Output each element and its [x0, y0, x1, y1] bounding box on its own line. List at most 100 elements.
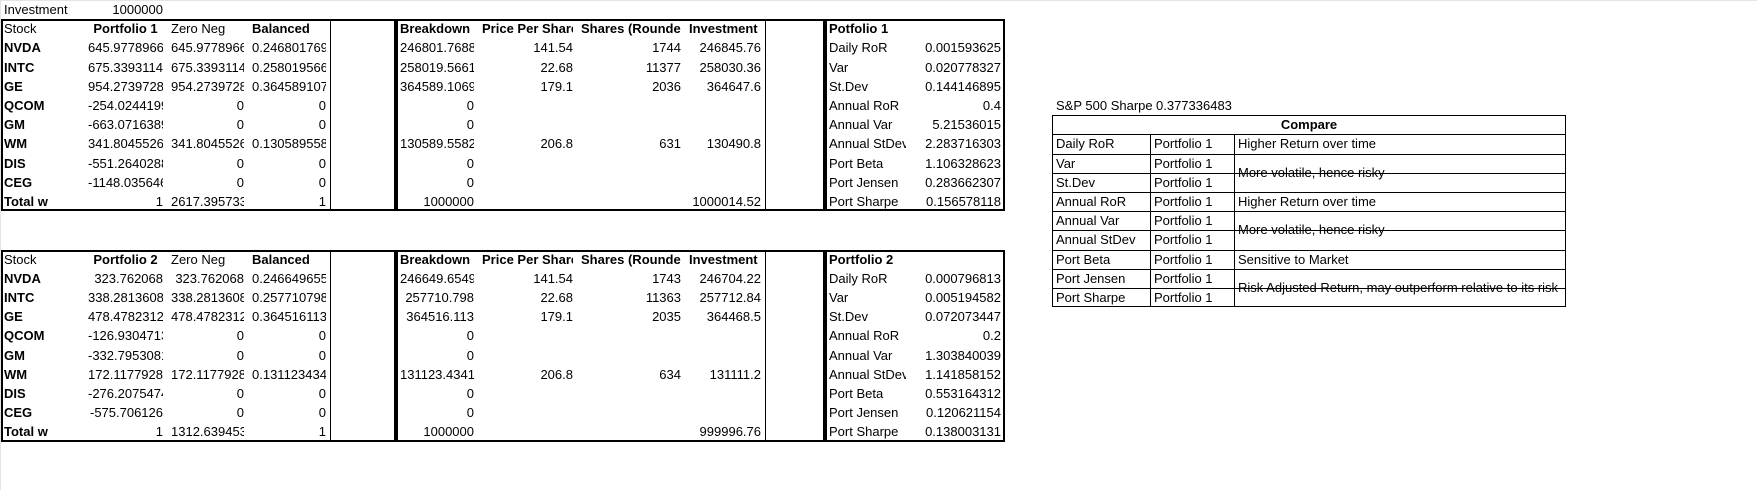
zero-neg-value[interactable]: 954.2739728 [171, 78, 244, 94]
stock-ticker[interactable]: WM [4, 366, 28, 382]
portfolio-weight[interactable]: 341.8045526 [88, 136, 163, 152]
compare-metric[interactable]: Port Jensen [1056, 270, 1126, 286]
investment-value[interactable]: 246704.22 [699, 270, 761, 286]
breakdown-value[interactable]: 258019.5661 [400, 59, 474, 75]
stat-label[interactable]: Port Beta [829, 155, 884, 171]
portfolio-weight[interactable]: 1 [155, 424, 163, 440]
balanced-weight[interactable]: 0 [318, 386, 326, 401]
header-breakdown[interactable]: Breakdown [400, 251, 471, 267]
price-per-share[interactable] [482, 384, 573, 404]
shares-rounded[interactable]: 2036 [652, 78, 681, 94]
investment-value[interactable]: 364647.6 [706, 78, 761, 94]
header-shares-rounded[interactable]: Shares (Rounded) [581, 21, 681, 37]
price-per-share[interactable]: 179.1 [540, 309, 573, 325]
portfolio-weight[interactable]: -254.0244199 [88, 98, 163, 113]
stock-ticker[interactable]: QCOM [4, 328, 45, 344]
compare-winner[interactable]: Portfolio 1 [1154, 194, 1213, 209]
balanced-weight[interactable]: 0 [318, 117, 326, 133]
zero-neg-value[interactable]: 0 [236, 174, 244, 190]
price-per-share[interactable] [482, 192, 573, 212]
header-portfolio[interactable]: Portfolio 2 [93, 251, 158, 267]
investment-value[interactable] [689, 326, 761, 346]
stock-ticker[interactable]: DIS [4, 386, 26, 401]
stock-ticker[interactable]: Total w [4, 194, 48, 209]
compare-winner[interactable]: Portfolio 1 [1154, 213, 1213, 229]
stock-ticker[interactable]: Total w [4, 424, 48, 440]
breakdown-value[interactable]: 1000000 [423, 424, 474, 440]
stock-ticker[interactable]: NVDA [4, 270, 41, 286]
stock-ticker[interactable]: WM [4, 136, 28, 152]
investment-value[interactable]: 257712.84 [699, 290, 761, 305]
breakdown-value[interactable]: 257710.798 [405, 290, 474, 305]
stat-value[interactable]: 0.005194582 [925, 290, 1001, 305]
investment-value[interactable] [689, 173, 761, 193]
portfolio-weight[interactable]: -126.9304713 [88, 328, 163, 344]
portfolio-weight[interactable]: -663.0716389 [88, 117, 163, 133]
zero-neg-value[interactable]: 645.9778966 [171, 40, 244, 56]
header-investment[interactable]: Investment [689, 251, 758, 267]
balanced-weight[interactable]: 0 [318, 347, 326, 363]
investment-value[interactable]: 246845.76 [699, 40, 761, 56]
breakdown-value[interactable]: 0 [466, 405, 474, 421]
breakdown-value[interactable]: 1000000 [423, 194, 474, 209]
zero-neg-value[interactable]: 0 [236, 347, 244, 363]
shares-rounded[interactable]: 11377 [645, 59, 681, 75]
stat-value[interactable]: 2.283716303 [925, 136, 1001, 152]
portfolio-weight[interactable]: 172.1177928 [88, 366, 163, 382]
balanced-weight[interactable]: 0.246801769 [252, 40, 326, 56]
stat-value[interactable]: 1.303840039 [925, 347, 1001, 363]
zero-neg-value[interactable]: 0 [236, 98, 244, 113]
stock-ticker[interactable]: INTC [4, 290, 35, 305]
shares-rounded[interactable]: 631 [659, 136, 681, 152]
stock-ticker[interactable]: GE [4, 78, 23, 94]
breakdown-value[interactable]: 246801.7688 [400, 40, 474, 56]
shares-rounded[interactable] [581, 115, 681, 135]
stock-ticker[interactable]: NVDA [4, 40, 41, 56]
breakdown-value[interactable]: 0 [466, 155, 474, 171]
portfolio-weight[interactable]: 478.4782312 [88, 309, 163, 325]
price-per-share[interactable] [482, 422, 573, 442]
stats-title[interactable]: Portfolio 2 [829, 251, 894, 267]
stat-label[interactable]: Daily RoR [829, 270, 888, 286]
compare-winner[interactable]: Portfolio 1 [1154, 136, 1213, 152]
header-price-per-share[interactable]: Price Per Share [482, 21, 573, 37]
header-zero-neg[interactable]: Zero Neg [171, 251, 226, 267]
compare-note[interactable]: Higher Return over time [1238, 194, 1376, 209]
stat-label[interactable]: Annual StDev [829, 366, 906, 382]
stat-label[interactable]: Daily RoR [829, 40, 888, 56]
investment-value[interactable]: 131111.2 [709, 366, 761, 382]
balanced-weight[interactable]: 0 [318, 174, 326, 190]
price-per-share[interactable]: 22.68 [540, 59, 573, 75]
balanced-weight[interactable]: 1 [318, 194, 326, 209]
zero-neg-value[interactable]: 0 [236, 155, 244, 171]
compare-metric[interactable]: Annual RoR [1056, 194, 1127, 209]
breakdown-value[interactable]: 364589.1069 [400, 78, 474, 94]
zero-neg-value[interactable]: 675.3393114 [171, 59, 244, 75]
breakdown-value[interactable]: 131123.4341 [400, 366, 474, 382]
portfolio-weight[interactable]: 954.2739728 [88, 78, 163, 94]
stock-ticker[interactable]: GE [4, 309, 23, 325]
stats-title[interactable]: Potfolio 1 [829, 21, 889, 37]
stat-label[interactable]: Port Jensen [829, 405, 899, 421]
investment-value[interactable] [689, 384, 761, 404]
header-zero-neg[interactable]: Zero Neg [171, 21, 226, 37]
portfolio-weight[interactable]: 338.2813608 [88, 290, 163, 305]
price-per-share[interactable]: 206.8 [540, 366, 573, 382]
portfolio-weight[interactable]: 645.9778966 [88, 40, 163, 56]
stat-value[interactable]: 0.144146895 [925, 78, 1001, 94]
price-per-share[interactable]: 141.54 [533, 270, 573, 286]
price-per-share[interactable] [482, 326, 573, 346]
compare-winner[interactable]: Portfolio 1 [1154, 174, 1213, 190]
portfolio-weight[interactable]: 1 [155, 194, 163, 209]
stat-label[interactable]: Annual RoR [829, 98, 900, 113]
balanced-weight[interactable]: 0.257710798 [252, 290, 326, 305]
portfolio-weight[interactable]: 323.762068 [94, 270, 163, 286]
zero-neg-value[interactable]: 0 [236, 386, 244, 401]
balanced-weight[interactable]: 0.131123434 [252, 366, 326, 382]
stat-value[interactable]: 1.106328623 [925, 155, 1001, 171]
price-per-share[interactable] [482, 154, 573, 174]
header-portfolio[interactable]: Portfolio 1 [93, 21, 158, 37]
breakdown-value[interactable]: 0 [466, 174, 474, 190]
investment-value[interactable] [689, 96, 761, 116]
stock-ticker[interactable]: CEG [4, 174, 33, 190]
